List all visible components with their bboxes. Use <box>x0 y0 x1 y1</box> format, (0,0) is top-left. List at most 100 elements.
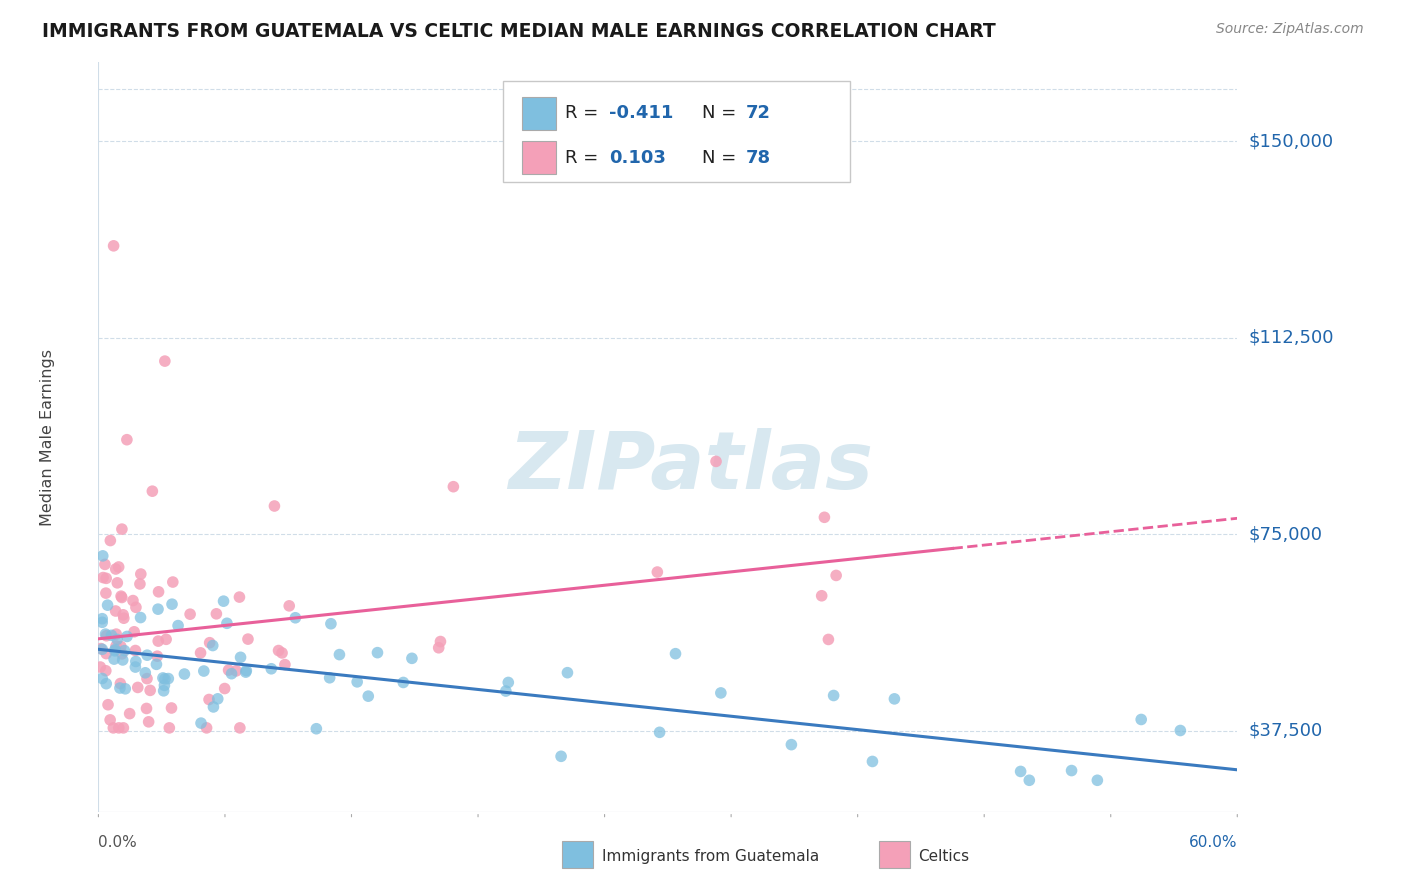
Point <box>98 713 121 727</box>
Point <box>817 632 839 647</box>
Point <box>810 589 832 603</box>
Point <box>862 755 884 769</box>
Point <box>94 627 117 641</box>
Point <box>91 570 114 584</box>
Bar <box>522 142 557 175</box>
Point <box>825 568 848 582</box>
Point <box>122 593 145 607</box>
Point <box>557 665 579 680</box>
Point <box>96 647 118 661</box>
Point <box>111 522 134 536</box>
Point <box>114 643 136 657</box>
Point <box>274 657 297 672</box>
Point <box>236 632 259 646</box>
Text: $150,000: $150,000 <box>1249 132 1333 150</box>
Point <box>112 721 135 735</box>
Point <box>111 591 134 605</box>
Point <box>129 610 152 624</box>
Point <box>136 672 159 686</box>
Point <box>125 655 148 669</box>
Point <box>141 484 163 499</box>
Point <box>94 558 117 572</box>
Point <box>135 701 157 715</box>
Point <box>201 639 224 653</box>
Point <box>100 628 122 642</box>
Point <box>129 577 152 591</box>
Point <box>235 665 257 679</box>
Point <box>704 454 727 468</box>
Text: ZIPatlas: ZIPatlas <box>508 428 873 506</box>
Point <box>148 584 170 599</box>
Point <box>215 616 238 631</box>
Point <box>263 499 285 513</box>
Point <box>1010 764 1032 779</box>
Point <box>319 616 342 631</box>
Point <box>328 648 350 662</box>
Text: $112,500: $112,500 <box>1249 328 1334 346</box>
Point <box>107 560 129 574</box>
Point <box>91 642 114 657</box>
Point <box>160 597 183 611</box>
Point <box>495 684 517 698</box>
Point <box>229 721 252 735</box>
Point <box>305 722 328 736</box>
Point <box>228 590 250 604</box>
Point <box>91 672 114 686</box>
Point <box>710 686 733 700</box>
Point <box>193 664 215 678</box>
Point <box>1170 723 1192 738</box>
Point <box>235 664 257 678</box>
Point <box>138 714 160 729</box>
Point <box>96 571 118 585</box>
Point <box>346 674 368 689</box>
Point <box>115 433 138 447</box>
Point <box>152 671 174 685</box>
Point <box>162 575 184 590</box>
Point <box>146 602 169 616</box>
Point <box>104 642 127 657</box>
Point <box>152 683 174 698</box>
Point <box>1018 773 1040 788</box>
Point <box>225 664 247 678</box>
Point <box>401 651 423 665</box>
Point <box>648 725 671 739</box>
Point <box>1085 773 1108 788</box>
Text: 78: 78 <box>745 149 770 167</box>
Point <box>136 648 159 663</box>
Point <box>105 632 128 647</box>
Point <box>125 600 148 615</box>
Point <box>110 676 132 690</box>
Point <box>441 480 464 494</box>
Point <box>366 646 388 660</box>
Point <box>103 721 125 735</box>
Point <box>167 618 190 632</box>
Text: 0.0%: 0.0% <box>98 835 138 850</box>
Point <box>98 533 121 548</box>
Point <box>392 675 415 690</box>
Point <box>129 567 152 582</box>
Text: 60.0%: 60.0% <box>1189 835 1237 850</box>
Point <box>427 640 450 655</box>
Point <box>96 676 118 690</box>
Point <box>260 662 283 676</box>
Point <box>1130 713 1153 727</box>
Point <box>647 565 669 579</box>
Point <box>780 738 803 752</box>
Point <box>267 643 290 657</box>
Point <box>105 627 128 641</box>
Point <box>429 634 451 648</box>
Point <box>97 698 120 712</box>
Point <box>173 667 195 681</box>
Point <box>190 646 212 660</box>
Point <box>112 611 135 625</box>
Point <box>97 598 120 612</box>
Point <box>218 663 240 677</box>
Point <box>91 615 114 630</box>
Point <box>91 612 114 626</box>
Point <box>108 681 131 695</box>
Point <box>104 604 127 618</box>
Point <box>139 683 162 698</box>
Point <box>284 611 307 625</box>
Point <box>498 675 520 690</box>
Point <box>127 681 149 695</box>
